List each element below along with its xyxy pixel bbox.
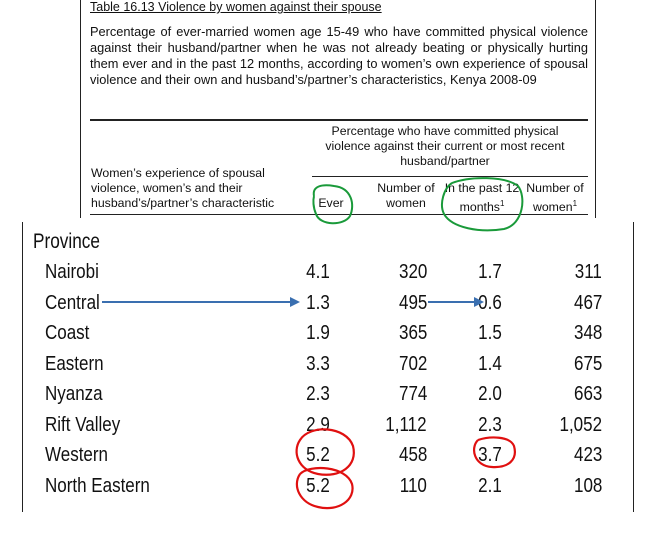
- number-of-women-value: 495: [398, 291, 427, 314]
- province-name: Central: [45, 291, 100, 314]
- table-description: Percentage of ever-married women age 15-…: [90, 24, 588, 87]
- number-of-women-value: 774: [398, 383, 427, 405]
- table-row: Western 5.2 458 3.7 423: [0, 441, 657, 471]
- table-row: Eastern 3.3 702 1.4 675: [0, 350, 657, 380]
- province-name: Western: [45, 444, 108, 466]
- header-bottom-rule: [90, 214, 588, 215]
- past-12-months-value: 1.5: [478, 322, 502, 344]
- column-group-header: Percentage who have committed physical v…: [325, 124, 565, 168]
- column-group-rule: [312, 176, 588, 177]
- ever-value: 5.2: [306, 474, 330, 497]
- past-12-months-value: 2.1: [478, 474, 502, 497]
- table-row: Nairobi 4.1 320 1.7 311: [0, 258, 657, 288]
- ever-value: 3.3: [306, 352, 330, 375]
- past-12-months-value: 2.3: [478, 413, 502, 436]
- province-name: North Eastern: [45, 474, 150, 497]
- ever-value: 5.2: [306, 444, 330, 466]
- number-of-women-value: 110: [399, 474, 427, 497]
- number-of-women-value: 365: [398, 322, 427, 344]
- number-of-women-value: 458: [398, 444, 427, 466]
- section-label-province: Province: [33, 230, 100, 253]
- column-header-ever: Ever: [318, 196, 344, 210]
- header-excerpt-frame: [80, 0, 596, 218]
- table-row: North Eastern 5.2 110 2.1 108: [0, 472, 657, 502]
- past-12-months-value: 0.6: [478, 291, 502, 314]
- number-of-women-value: 1,112: [385, 413, 427, 436]
- ever-value: 4.1: [306, 261, 330, 283]
- past-12-months-value: 1.4: [478, 352, 502, 375]
- province-name: Nairobi: [45, 261, 99, 283]
- province-name: Rift Valley: [45, 413, 121, 436]
- past-12-months-value: 3.7: [478, 444, 502, 466]
- province-name: Eastern: [45, 352, 104, 375]
- num-women-2-footnote: 1: [572, 199, 578, 208]
- num-women-2-label: Number of women: [526, 181, 584, 215]
- number-of-women-past12-value: 663: [573, 383, 602, 405]
- column-header-number-of-women-ever: Number of women: [377, 181, 435, 210]
- table-top-rule: [90, 119, 588, 121]
- past-12-months-value: 1.7: [478, 261, 502, 283]
- province-name: Nyanza: [45, 383, 103, 405]
- table-row: Coast 1.9 365 1.5 348: [0, 319, 657, 349]
- number-of-women-past12-value: 423: [573, 444, 602, 466]
- province-name: Coast: [45, 322, 90, 344]
- column-header-number-of-women-past12: Number of women1: [520, 181, 590, 215]
- past12-label: In the past 12 months: [444, 181, 520, 215]
- past-12-months-value: 2.0: [478, 383, 502, 405]
- number-of-women-past12-value: 311: [574, 261, 602, 283]
- past12-footnote: 1: [499, 199, 505, 208]
- number-of-women-past12-value: 348: [573, 322, 602, 344]
- ever-value: 1.9: [306, 322, 330, 344]
- number-of-women-past12-value: 467: [573, 291, 602, 314]
- data-excerpt-frame: [22, 222, 634, 512]
- number-of-women-value: 320: [398, 261, 427, 283]
- ever-value: 1.3: [306, 291, 330, 314]
- table-title: Table 16.13 Violence by women against th…: [90, 0, 382, 14]
- number-of-women-past12-value: 108: [573, 474, 602, 497]
- table-row: Rift Valley 2.9 1,112 2.3 1,052: [0, 411, 657, 441]
- row-stub-header: Women’s experience of spousal violence, …: [91, 166, 275, 210]
- table-row: Central 1.3 495 0.6 467: [0, 289, 657, 319]
- table-row: Nyanza 2.3 774 2.0 663: [0, 380, 657, 410]
- number-of-women-past12-value: 675: [573, 352, 602, 375]
- number-of-women-value: 702: [398, 352, 427, 375]
- column-header-past-12-months: In the past 12 months1: [444, 181, 520, 215]
- ever-value: 2.3: [306, 383, 330, 405]
- number-of-women-past12-value: 1,052: [559, 413, 602, 436]
- ever-value: 2.9: [306, 413, 330, 436]
